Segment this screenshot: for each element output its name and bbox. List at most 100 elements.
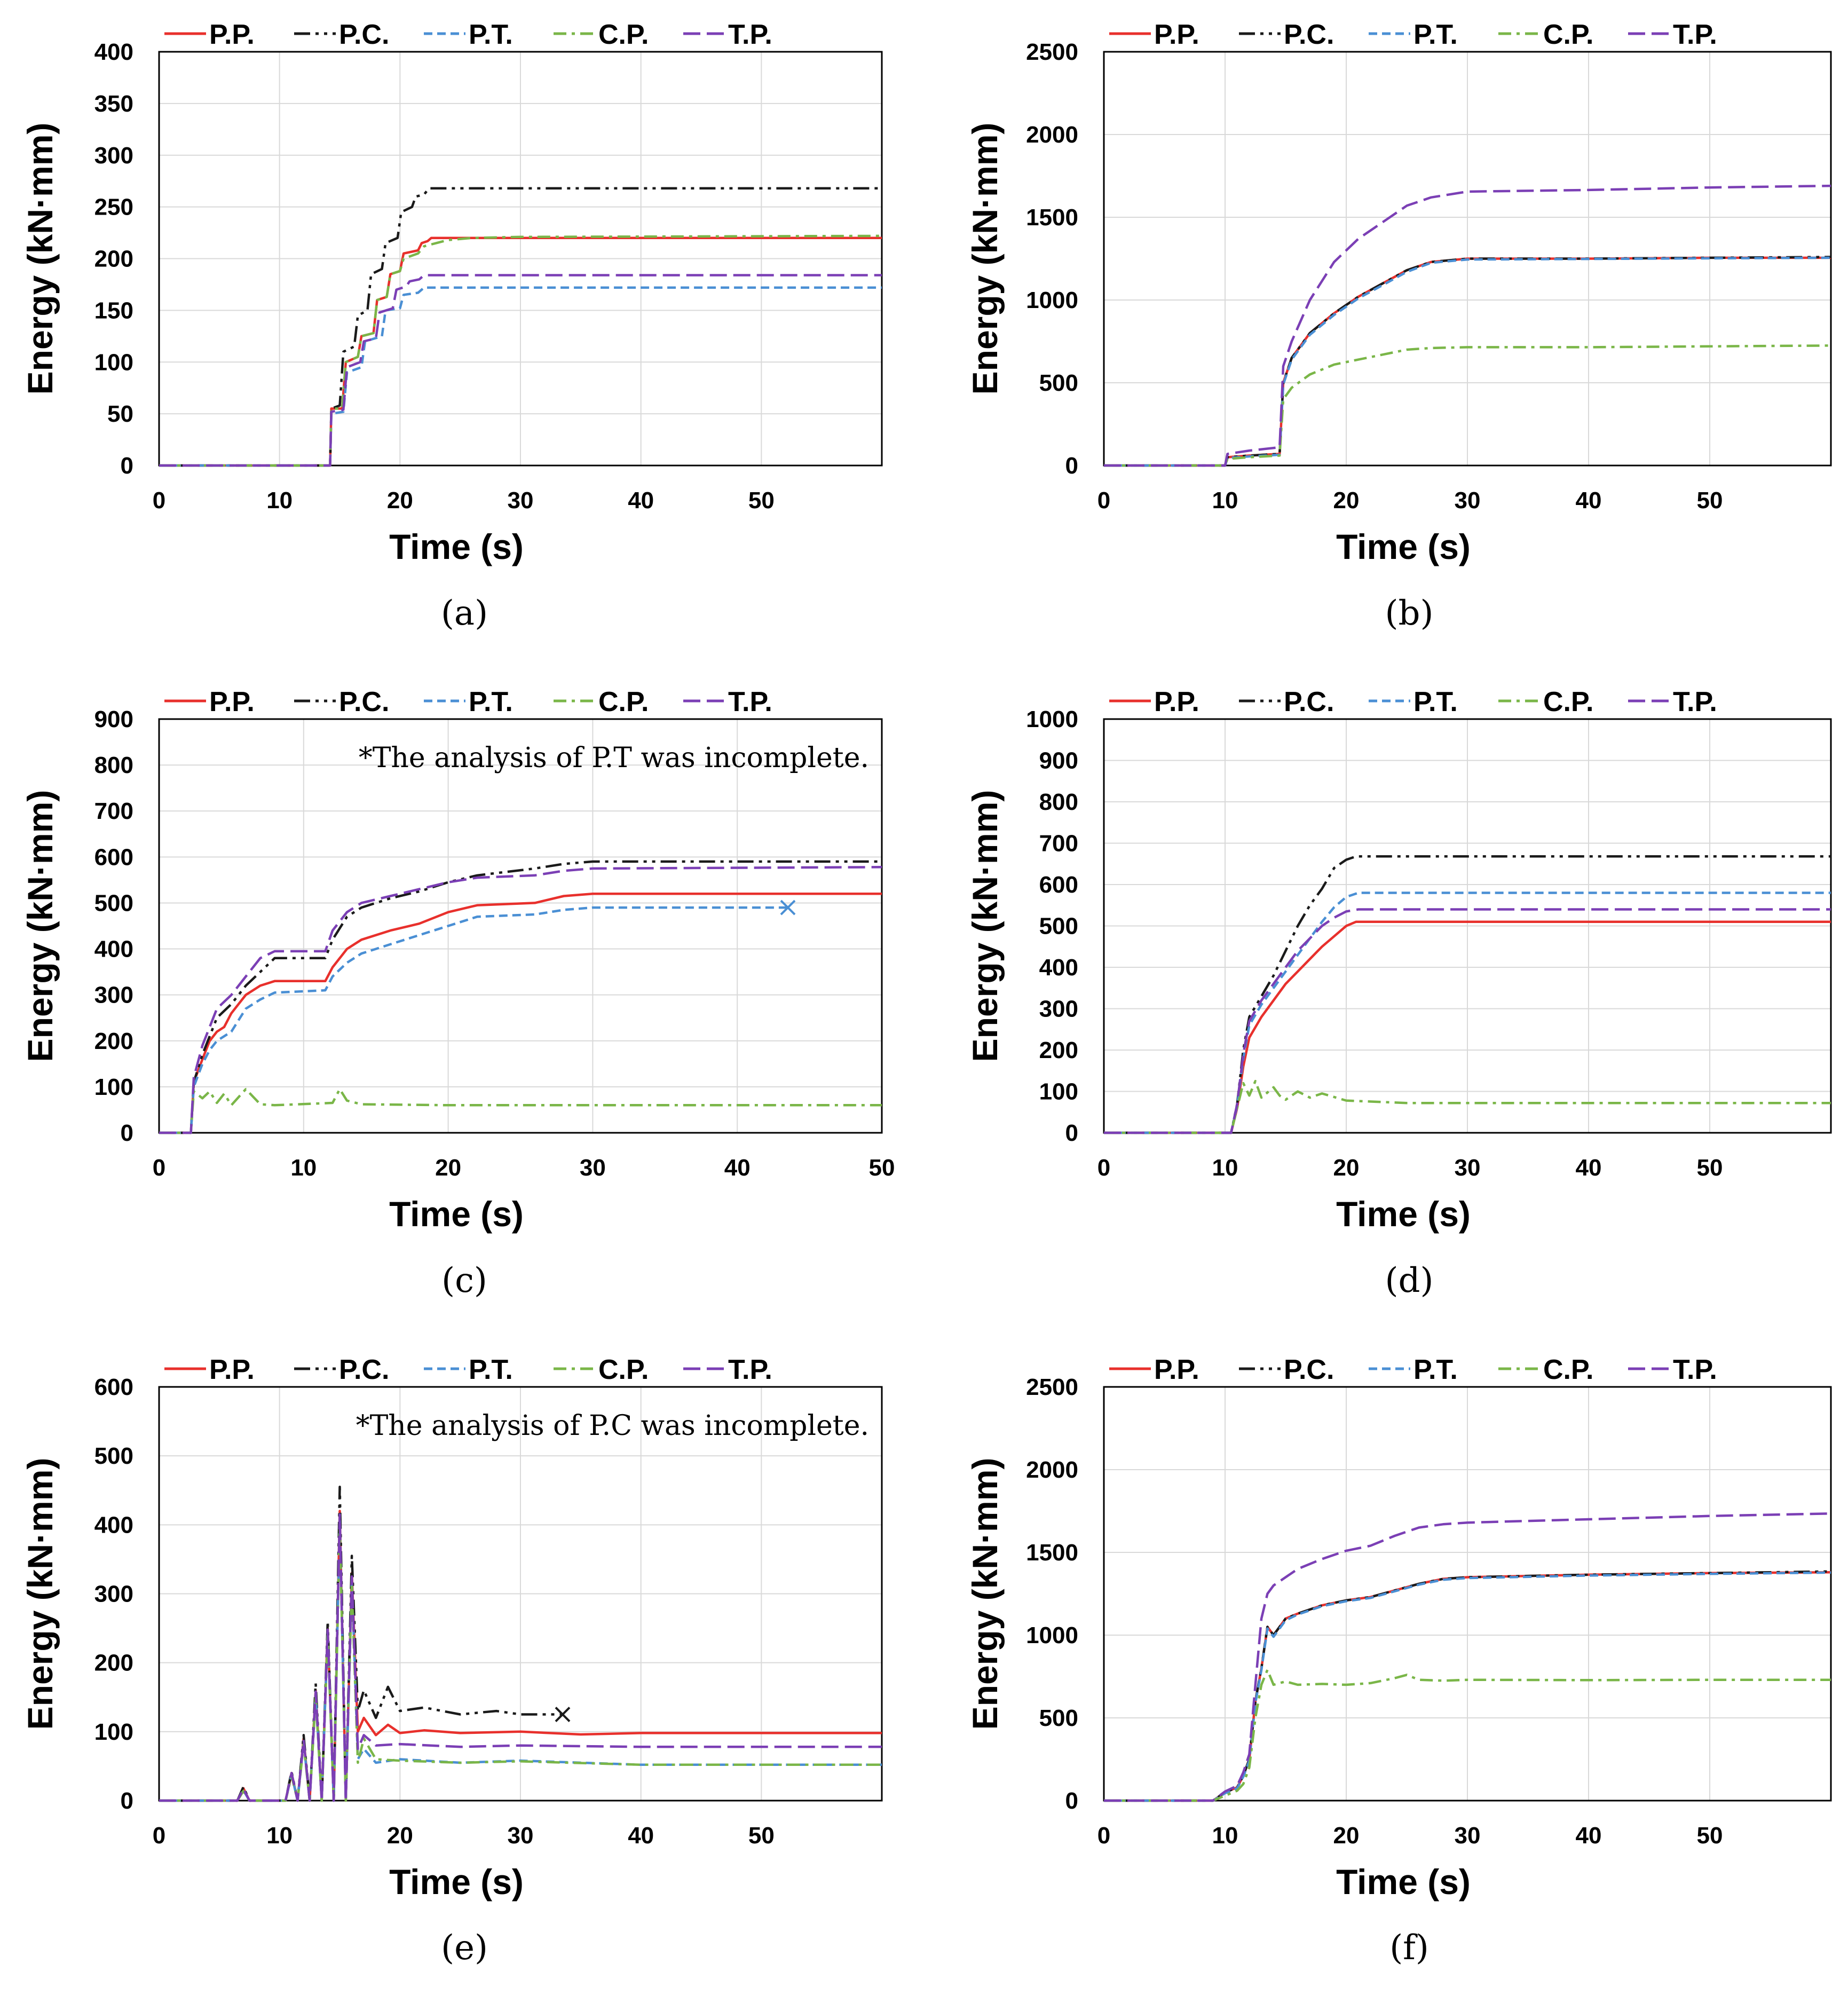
x-tick-label: 0	[153, 1823, 165, 1849]
legend-label: P.P.	[1154, 687, 1199, 717]
x-tick-label: 10	[1212, 1155, 1238, 1181]
series-line	[159, 234, 882, 467]
panel-label: (e)	[441, 1928, 488, 1968]
y-axis-title: Energy (kN·mm)	[20, 790, 60, 1062]
x-tick-label: 0	[1097, 1823, 1110, 1849]
y-tick-label: 900	[1039, 748, 1078, 774]
x-tick-label: 50	[1697, 1155, 1723, 1181]
series-line	[1104, 344, 1831, 467]
chart-panel: 0 10 20 30 40 5001002003004005006007008009001…	[965, 687, 1832, 1300]
series-line	[1104, 1668, 1831, 1802]
y-tick-label: 700	[1039, 831, 1078, 857]
x-tick-label: 50	[869, 1155, 895, 1181]
legend-label: C.P.	[598, 19, 649, 50]
y-axis-title: Energy (kN·mm)	[965, 790, 1005, 1062]
y-tick-label: 2500	[1026, 1374, 1078, 1400]
x-tick-label: 40	[628, 487, 654, 514]
y-tick-label: 300	[94, 982, 133, 1008]
series-line	[159, 892, 882, 1134]
y-tick-label: 500	[94, 1443, 133, 1469]
y-tick-label: 0	[121, 1788, 133, 1814]
panel-label: (c)	[441, 1261, 487, 1300]
x-tick-label: 20	[387, 487, 413, 514]
y-tick-label: 0	[1065, 1788, 1078, 1814]
y-tick-label: 600	[94, 844, 133, 870]
legend-label: P.P.	[1154, 1354, 1199, 1385]
x-tick-label: 30	[1455, 487, 1481, 514]
panel-label: (b)	[1385, 594, 1434, 633]
series-line	[1104, 1079, 1831, 1134]
y-axis-title: Energy (kN·mm)	[20, 123, 60, 395]
x-tick-label: 30	[508, 487, 534, 514]
series-line	[1104, 1571, 1831, 1802]
legend-label: C.P.	[1543, 687, 1593, 717]
legend-label: P.T.	[469, 687, 513, 717]
termination-marker	[555, 1707, 571, 1722]
x-tick-label: 10	[290, 1155, 317, 1181]
legend-label: T.P.	[728, 19, 772, 50]
legend-label: P.P.	[1154, 19, 1199, 50]
y-tick-label: 300	[94, 143, 133, 169]
y-tick-label: 500	[94, 890, 133, 916]
x-tick-label: 0	[1097, 487, 1110, 514]
series-line	[159, 1524, 882, 1802]
legend-label: P.T.	[1413, 1354, 1458, 1385]
legend-label: P.C.	[1284, 19, 1334, 50]
y-tick-label: 100	[94, 349, 133, 375]
y-tick-label: 300	[1039, 996, 1078, 1022]
y-tick-label: 100	[1039, 1079, 1078, 1105]
x-tick-label: 10	[1212, 487, 1238, 514]
series-line	[159, 906, 788, 1134]
y-tick-label: 400	[94, 1512, 133, 1538]
x-tick-label: 0	[153, 487, 165, 514]
series-line	[1104, 855, 1831, 1134]
y-tick-label: 1000	[1026, 1622, 1078, 1648]
chart-panel: 0 10 20 30 40 500100200300400500600700800900T…	[20, 687, 895, 1300]
chart-panel: 0 10 20 30 40 50 0 50 100 150 200 250 300 350 400 Time …	[20, 19, 883, 633]
x-axis-title: Time (s)	[1336, 527, 1471, 566]
legend-label: T.P.	[1673, 1354, 1717, 1385]
y-tick-label: 100	[94, 1074, 133, 1100]
x-tick-label: 50	[1697, 1823, 1723, 1849]
y-tick-label: 200	[94, 246, 133, 272]
legend-label: P.T.	[469, 1354, 513, 1385]
plot-frame	[158, 1386, 883, 1802]
legend-label: P.C.	[339, 1354, 389, 1385]
panel-label: (f)	[1389, 1928, 1429, 1968]
legend-label: P.C.	[1284, 687, 1334, 717]
series-line	[1104, 892, 1831, 1134]
x-tick-label: 30	[580, 1155, 606, 1181]
x-axis-title: Time (s)	[1336, 1862, 1471, 1902]
y-tick-label: 800	[1039, 789, 1078, 815]
x-axis-title: Time (s)	[1336, 1194, 1471, 1234]
x-tick-label: 50	[748, 1823, 775, 1849]
x-tick-label: 10	[266, 1823, 293, 1849]
legend-label: T.P.	[1673, 19, 1717, 50]
x-tick-label: 20	[1333, 1823, 1360, 1849]
x-tick-label: 10	[1212, 1823, 1238, 1849]
y-tick-label: 700	[94, 798, 133, 824]
legend-label: P.T.	[1413, 19, 1458, 50]
y-tick-label: 2500	[1026, 39, 1078, 65]
plot-frame	[1103, 1386, 1832, 1802]
legend-label: P.C.	[1284, 1354, 1334, 1385]
y-tick-label: 500	[1039, 1705, 1078, 1731]
x-tick-label: 50	[1697, 487, 1723, 514]
y-tick-label: 50	[107, 401, 133, 427]
chart-annotation: *The analysis of P.C was incomplete.	[356, 1410, 869, 1442]
legend-label: T.P.	[1673, 687, 1717, 717]
legend-label: P.P.	[209, 1354, 255, 1385]
y-tick-label: 300	[94, 1581, 133, 1607]
legend-label: P.T.	[469, 19, 513, 50]
x-axis-title: Time (s)	[389, 1862, 524, 1902]
x-tick-label: 20	[1333, 487, 1360, 514]
x-axis-title: Time (s)	[389, 1194, 524, 1234]
legend-label: P.C.	[339, 687, 389, 717]
legend-label: T.P.	[728, 687, 772, 717]
series-line	[159, 274, 882, 467]
y-tick-label: 400	[1039, 954, 1078, 981]
y-tick-label: 350	[94, 91, 133, 117]
